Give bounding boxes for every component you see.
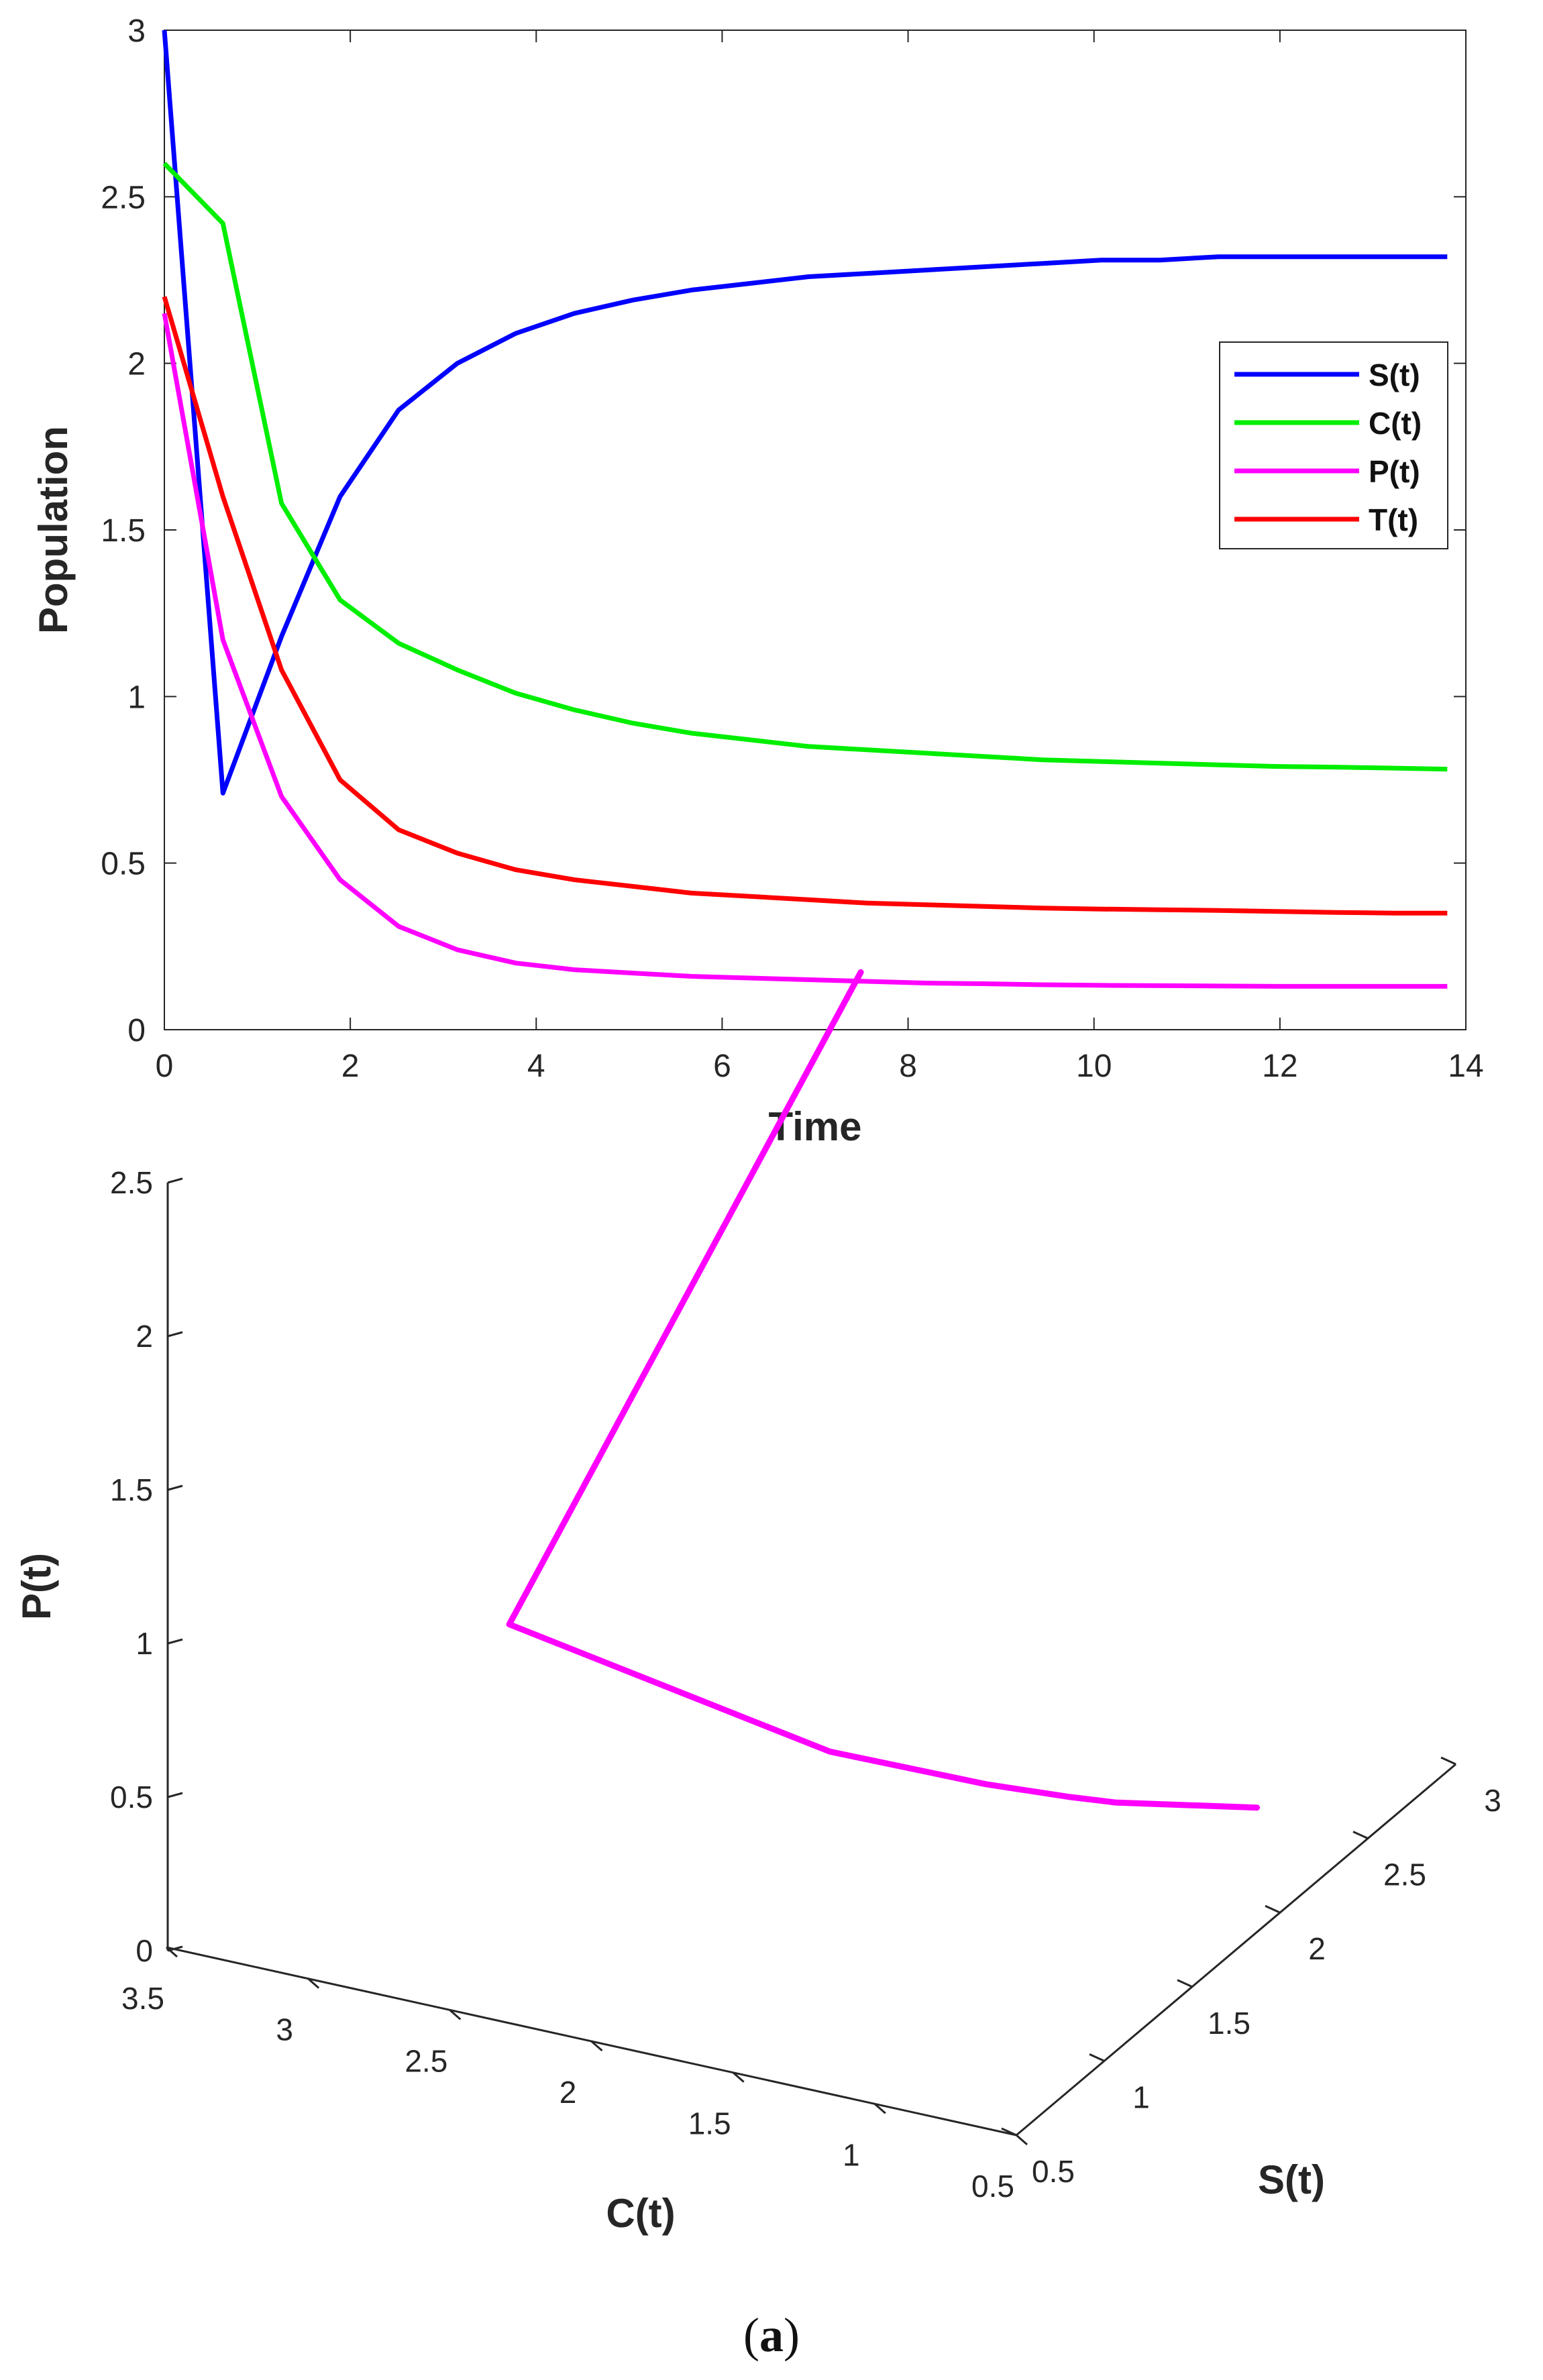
x-tick-label: 14 bbox=[1448, 1048, 1483, 1084]
p-tick-mark bbox=[167, 1331, 183, 1338]
x-tick-label: 6 bbox=[713, 1048, 731, 1084]
s-tick-mark bbox=[1265, 1904, 1281, 1914]
legend-label: P(t) bbox=[1369, 454, 1420, 489]
c-tick-label: 2.5 bbox=[405, 2043, 447, 2078]
figure-caption: (a) bbox=[0, 2308, 1543, 2363]
s-axis-line bbox=[1016, 1763, 1456, 2136]
s-tick-label: 1.5 bbox=[1208, 2006, 1251, 2041]
p-tick-label: 0 bbox=[136, 1933, 153, 1968]
legend-label: C(t) bbox=[1369, 406, 1422, 441]
c-tick-label: 0.5 bbox=[971, 2169, 1014, 2204]
p-tick-label: 1.5 bbox=[110, 1472, 153, 1507]
phase-3d-chart: 3.5 3 2.5 2 1.5 1 0.5 0.5 1 1.5 2 2.5 3 0 0.5 1 1.5 2 2.5 C… bbox=[14, 969, 1501, 2236]
p-tick-label: 0.5 bbox=[110, 1780, 153, 1815]
s-tick-label: 1 bbox=[1132, 2079, 1150, 2114]
c-tick-label: 1 bbox=[843, 2137, 860, 2172]
legend-label: T(t) bbox=[1369, 502, 1418, 537]
s-tick-label: 2.5 bbox=[1383, 1857, 1426, 1892]
s-tick-mark bbox=[1089, 2053, 1105, 2062]
x-tick-label: 0 bbox=[156, 1048, 174, 1084]
y-axis-label: Population bbox=[31, 426, 76, 634]
c-tick-mark bbox=[732, 2071, 745, 2083]
caption-open-paren: ( bbox=[743, 2308, 759, 2362]
y-tick-label: 3 bbox=[127, 13, 146, 49]
y-tick-label: 1 bbox=[127, 680, 146, 715]
series-line-st bbox=[162, 30, 1448, 796]
c-tick-mark bbox=[873, 2103, 886, 2114]
series-line-pt bbox=[162, 313, 1448, 989]
series-line-ct bbox=[162, 162, 1448, 772]
c-tick-mark bbox=[1016, 2134, 1028, 2146]
p-tick-mark bbox=[167, 1177, 183, 1184]
c-axis-label: C(t) bbox=[606, 2191, 675, 2236]
x-axis-label: Time bbox=[769, 1104, 862, 1149]
c-tick-label: 3.5 bbox=[121, 1981, 164, 2016]
p-tick-label: 1 bbox=[136, 1626, 153, 1661]
p-tick-label: 2 bbox=[136, 1319, 153, 1354]
c-tick-mark bbox=[449, 2009, 462, 2020]
s-tick-mark bbox=[1440, 1756, 1456, 1766]
y-tick-label: 0 bbox=[127, 1013, 146, 1048]
s-tick-mark bbox=[1352, 1831, 1369, 1839]
y-tick-label: 2.5 bbox=[101, 180, 146, 215]
s-tick-mark bbox=[1001, 2127, 1017, 2136]
s-tick-mark bbox=[1177, 1979, 1193, 1988]
x-tick-label: 12 bbox=[1262, 1048, 1297, 1084]
trajectory-line bbox=[506, 969, 1261, 1811]
legend-label: S(t) bbox=[1369, 358, 1420, 392]
caption-label: a bbox=[759, 2308, 784, 2362]
p-axis-label: P(t) bbox=[14, 1553, 59, 1620]
c-tick-label: 2 bbox=[560, 2075, 577, 2110]
c-tick-mark bbox=[307, 1978, 320, 1989]
p-tick-mark bbox=[167, 1638, 183, 1645]
x-tick-label: 10 bbox=[1076, 1048, 1112, 1084]
c-tick-mark bbox=[590, 2040, 603, 2052]
y-tick-label: 1.5 bbox=[101, 513, 146, 549]
s-tick-label: 0.5 bbox=[1032, 2154, 1075, 2189]
p-tick-mark bbox=[167, 1484, 183, 1491]
p-tick-label: 2.5 bbox=[110, 1165, 153, 1200]
y-tick-label: 2 bbox=[127, 347, 146, 382]
c-tick-label: 1.5 bbox=[688, 2106, 731, 2141]
caption-close-paren: ) bbox=[784, 2308, 800, 2362]
p-tick-mark bbox=[167, 1792, 183, 1798]
c-tick-mark bbox=[166, 1946, 178, 1958]
p-tick-mark bbox=[167, 1945, 183, 1952]
c-tick-label: 3 bbox=[276, 2012, 293, 2047]
time-series-chart: 0 2 4 6 8 10 12 14 0 0.5 1 1.5 2 2.5 3 Time Population S(… bbox=[31, 13, 1484, 1149]
x-tick-label: 8 bbox=[899, 1048, 917, 1084]
x-tick-label: 2 bbox=[341, 1048, 360, 1084]
x-tick-label: 4 bbox=[527, 1048, 545, 1084]
series-line-tt bbox=[162, 296, 1448, 916]
s-axis-label: S(t) bbox=[1258, 2157, 1325, 2202]
s-tick-label: 3 bbox=[1484, 1783, 1501, 1818]
y-tick-label: 0.5 bbox=[101, 847, 146, 882]
s-tick-label: 2 bbox=[1308, 1931, 1326, 1966]
